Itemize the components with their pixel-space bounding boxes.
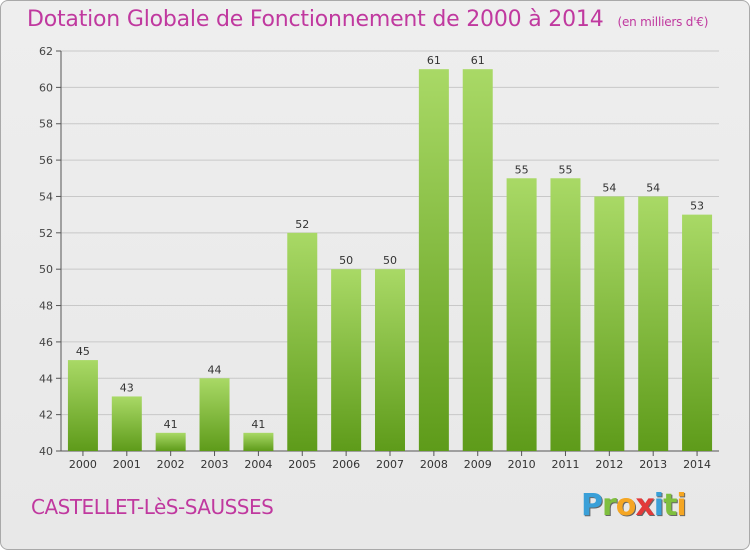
proxiti-logo[interactable]: Proxiti: [581, 488, 687, 523]
logo-letter: o: [615, 488, 637, 523]
y-tick-label: 52: [39, 227, 53, 240]
x-tick-label: 2000: [69, 458, 97, 471]
x-tick-label: 2004: [244, 458, 272, 471]
bar: [682, 214, 713, 451]
x-tick-label: 2008: [420, 458, 448, 471]
x-tick-label: 2011: [551, 458, 579, 471]
data-label: 50: [339, 254, 353, 267]
y-tick-label: 58: [39, 118, 53, 131]
data-label: 44: [208, 363, 222, 376]
data-label: 55: [515, 163, 529, 176]
bar: [287, 232, 318, 451]
data-label: 61: [471, 54, 485, 67]
data-label: 50: [383, 254, 397, 267]
x-tick-label: 2003: [201, 458, 229, 471]
data-label: 54: [602, 181, 616, 194]
x-tick-label: 2001: [113, 458, 141, 471]
bar: [111, 396, 142, 451]
bar: [638, 196, 669, 451]
x-tick-label: 2013: [639, 458, 667, 471]
logo-letter: x: [635, 488, 654, 523]
x-tick-label: 2009: [464, 458, 492, 471]
logo-letter: r: [602, 488, 617, 523]
bar: [550, 178, 581, 452]
bar: [462, 69, 493, 451]
data-label: 55: [558, 163, 572, 176]
y-tick-label: 60: [39, 81, 53, 94]
chart-title-text: Dotation Globale de Fonctionnement de 20…: [27, 7, 604, 32]
x-tick-label: 2002: [157, 458, 185, 471]
y-tick-label: 50: [39, 263, 53, 276]
bar: [506, 178, 537, 452]
x-tick-label: 2010: [508, 458, 536, 471]
data-label: 53: [690, 200, 704, 213]
logo-letter: i: [676, 488, 686, 523]
data-label: 41: [164, 418, 178, 431]
logo-letter: P: [581, 488, 603, 523]
y-tick-label: 42: [39, 409, 53, 422]
y-tick-label: 54: [39, 190, 53, 203]
data-label: 52: [295, 218, 309, 231]
bar: [155, 432, 186, 451]
logo-letter: i: [653, 488, 664, 523]
commune-name: CASTELLET-LèS-SAUSSES: [31, 495, 274, 519]
y-tick-label: 56: [39, 154, 53, 167]
bar: [67, 360, 98, 451]
chart-subtitle: (en milliers d'€): [617, 15, 709, 29]
data-label: 41: [251, 418, 265, 431]
data-label: 45: [76, 345, 90, 358]
chart-title: Dotation Globale de Fonctionnement de 20…: [27, 7, 708, 32]
bar: [594, 196, 625, 451]
logo-letter: t: [663, 488, 677, 523]
bar: [199, 378, 230, 451]
bar: [243, 432, 274, 451]
x-tick-label: 2014: [683, 458, 711, 471]
x-tick-label: 2012: [595, 458, 623, 471]
x-tick-label: 2005: [288, 458, 316, 471]
y-tick-label: 40: [39, 445, 53, 458]
bar: [375, 269, 405, 451]
x-tick-label: 2006: [332, 458, 360, 471]
bar: [331, 269, 362, 451]
y-tick-label: 44: [39, 372, 53, 385]
data-label: 43: [120, 381, 134, 394]
x-tick-label: 2007: [376, 458, 404, 471]
data-label: 61: [427, 54, 441, 67]
y-tick-label: 62: [39, 45, 53, 58]
y-tick-label: 48: [39, 300, 53, 313]
bar: [418, 69, 449, 451]
data-label: 54: [646, 181, 660, 194]
y-tick-label: 46: [39, 336, 53, 349]
